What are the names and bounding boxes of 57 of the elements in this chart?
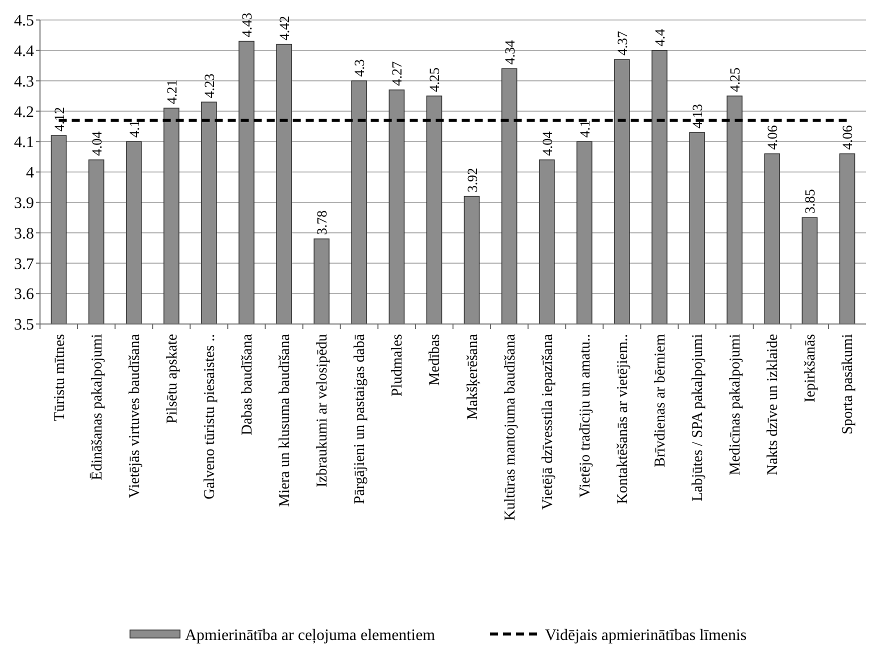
- y-tick-label: 4.4: [14, 43, 34, 60]
- x-tick-label: Pārgājieni un pastaigas dabā: [352, 334, 368, 504]
- data-label: 4.37: [616, 31, 631, 56]
- x-tick-label: Izbraukumi ar velosipēdu: [314, 334, 331, 488]
- x-tick-label: Tūristu mītnes: [52, 334, 68, 422]
- x-tick-label: Brīvdienas ar bērniem: [652, 334, 668, 468]
- data-label: 4.43: [240, 12, 256, 38]
- data-label: 4.06: [766, 125, 782, 150]
- x-tick-label: Nakts dzīve un izklaide: [765, 334, 782, 476]
- x-tick-label: Kontaktēšanās ar vietējiem..: [614, 334, 631, 504]
- data-label: 4.25: [428, 68, 444, 92]
- data-label: 4.23: [202, 74, 218, 98]
- x-tick-label: Pilsētu apskate: [164, 334, 180, 424]
- x-tick-label: Vietējā dzīvesstila iepazīšana: [540, 334, 556, 510]
- y-tick-label: 4.5: [14, 12, 34, 30]
- x-tick-label: Pludmales: [390, 334, 406, 396]
- data-label: 4.25: [728, 68, 744, 92]
- data-label: 3.85: [804, 189, 819, 214]
- data-label: 4.04: [90, 131, 106, 156]
- data-label: 4.1: [578, 120, 594, 138]
- x-tick-label: Kultūras mantojuma baudīšana: [502, 334, 518, 521]
- y-tick-label: 4.1: [14, 134, 34, 152]
- x-tick-label: Medības: [427, 334, 444, 386]
- data-label: 4.27: [390, 61, 406, 86]
- legend-label: Vidējais apmierinātības līmenis: [545, 627, 747, 644]
- data-label: 4.42: [278, 16, 294, 40]
- x-tick-label: Vietējās virtuves baudīšana: [126, 334, 143, 498]
- y-tick-label: 4: [26, 164, 34, 182]
- y-tick-label: 3.5: [14, 316, 34, 334]
- x-tick-label: Galveno tūristu piesaistes ..: [202, 334, 218, 500]
- data-label: 4.1: [128, 120, 143, 138]
- x-tick-label: Dabas baudīšana: [240, 334, 256, 436]
- legend-label: Apmierinātība ar ceļojuma elementiem: [185, 627, 436, 644]
- x-tick-label: Sporta pasākumi: [840, 334, 856, 434]
- data-label: 4.34: [503, 40, 518, 65]
- data-label: 4.12: [52, 107, 68, 132]
- x-tick-label: Ēdināšanas pakalpojumi: [89, 334, 106, 480]
- y-tick-label: 3.7: [14, 256, 34, 273]
- y-tick-label: 4.3: [14, 73, 34, 90]
- data-label: 3.92: [466, 168, 481, 192]
- y-tick-label: 3.6: [14, 286, 34, 304]
- x-tick-label: Miera un klusuma baudīšana: [277, 334, 294, 507]
- y-tick-label: 4.2: [14, 104, 34, 121]
- data-label: 4.04: [540, 131, 556, 156]
- data-label: 4.13: [691, 104, 706, 128]
- data-label: 4.4: [654, 28, 668, 46]
- data-label: 3.78: [316, 210, 331, 235]
- data-label: 4.21: [165, 80, 180, 104]
- data-label: 4.06: [841, 125, 856, 150]
- x-tick-label: Labjūtes / SPA pakalpojumi: [690, 334, 706, 502]
- y-tick-label: 3.8: [14, 225, 34, 242]
- x-tick-label: Makšķerēšana: [464, 334, 481, 420]
- x-tick-label: Medicīnas pakalpojumi: [728, 334, 744, 476]
- x-tick-label: Iepirkšanās: [802, 334, 819, 402]
- data-label: 4.3: [353, 59, 368, 77]
- y-tick-label: 3.9: [14, 195, 34, 212]
- x-tick-label: Vietējo tradīciju un amatu..: [577, 334, 594, 498]
